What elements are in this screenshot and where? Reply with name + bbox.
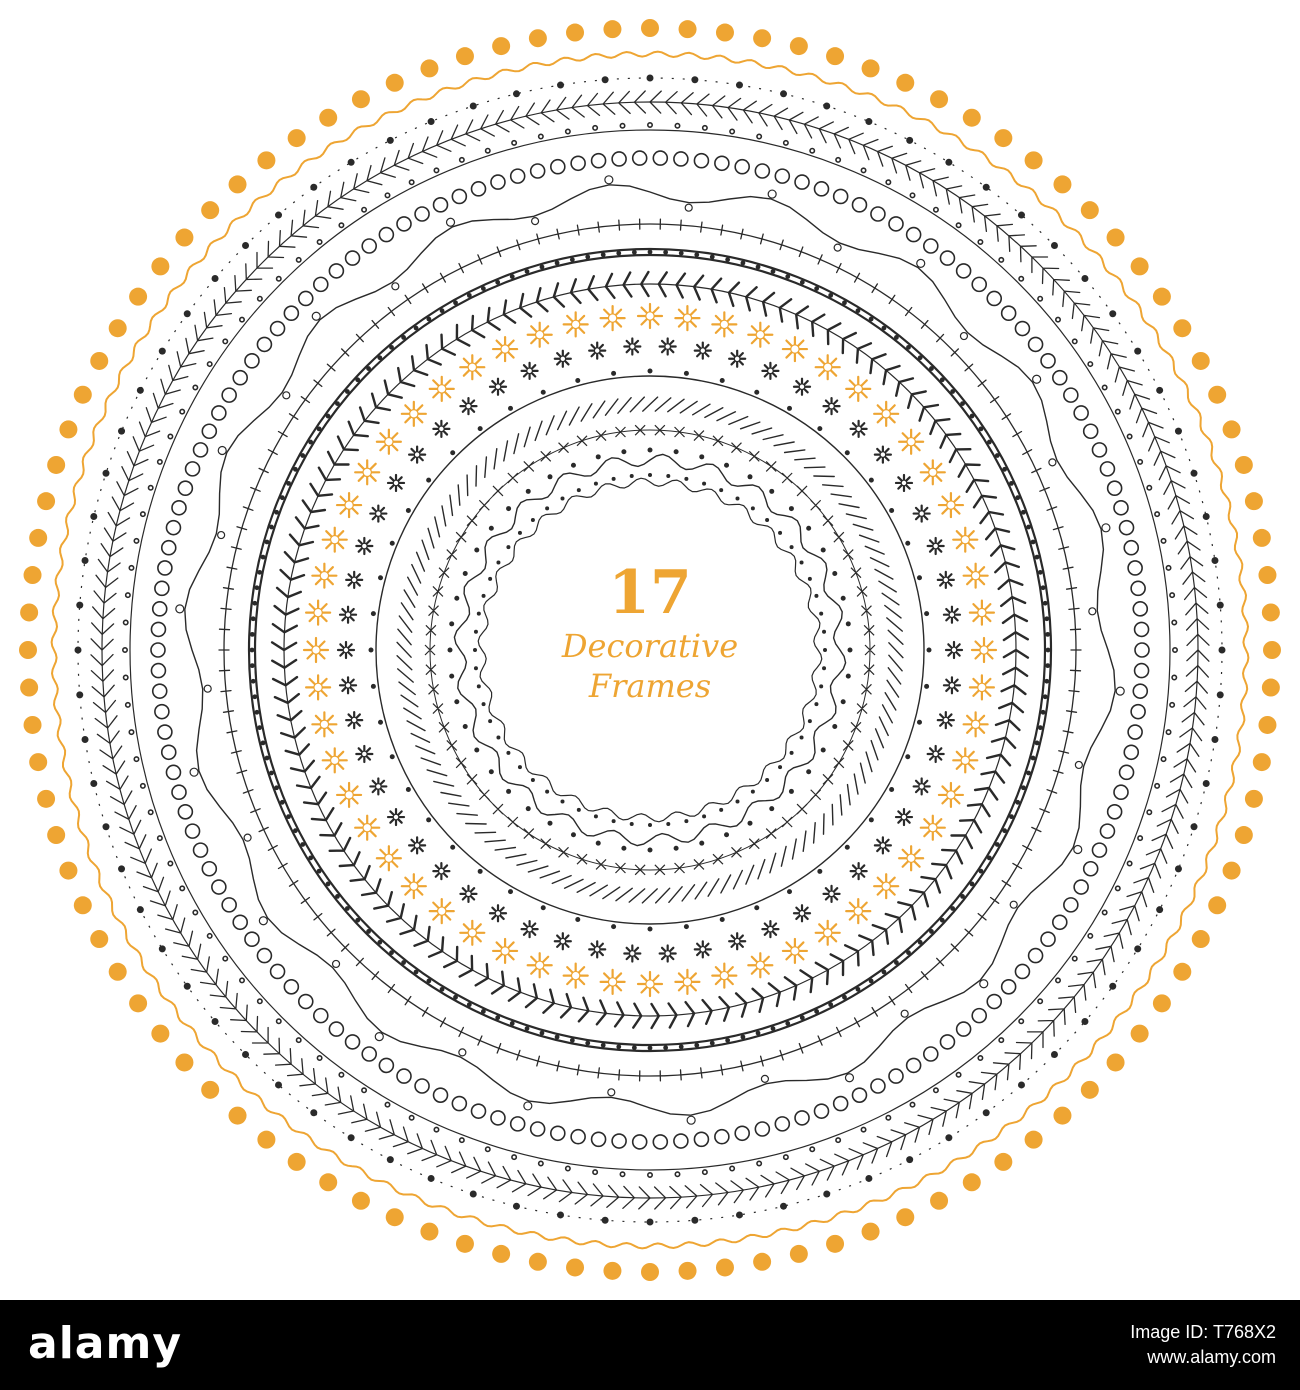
artwork-canvas: 17 Decorative Frames: [19, 19, 1281, 1281]
frame-black-dot-line: [74, 74, 1226, 1226]
frame-gold-large-dots: [19, 19, 1281, 1281]
frame-leaf-sprig-thin: [368, 368, 932, 932]
alamy-logo: alamy: [28, 1318, 182, 1369]
title-decorative: Decorative: [561, 627, 739, 665]
frame-gold-wavy-line: [50, 50, 1250, 1250]
frame-sprig-line: [122, 122, 1179, 1179]
footer-meta: Image ID: T768X2 www.alamy.com: [1130, 1320, 1276, 1370]
image-id: Image ID: T768X2: [1130, 1322, 1276, 1342]
center-title: 17 Decorative Frames: [500, 560, 800, 706]
frame-count: 17: [608, 558, 692, 628]
concentric-frames: [19, 19, 1281, 1281]
frame-herringbone-branch: [270, 270, 1030, 1030]
frame-dark-flower-ring: [336, 337, 964, 963]
title-frames: Frames: [588, 667, 712, 705]
frame-beaded-double-line: [247, 247, 1053, 1053]
frame-ring-chain: [150, 150, 1150, 1150]
frame-curl-flourish: [175, 175, 1125, 1125]
frame-dash-hatch: [396, 396, 904, 904]
frame-berry-scallop: [447, 447, 853, 853]
frame-stitch-line: [218, 218, 1082, 1082]
frame-gold-daisy-ring: [302, 302, 998, 998]
site-url: www.alamy.com: [1147, 1347, 1276, 1367]
watermark-footer: alamy Image ID: T768X2 www.alamy.com: [0, 1300, 1300, 1390]
frame-cross-stitch: [424, 424, 876, 876]
frame-leaf-garland: [90, 90, 1210, 1210]
frame-dotted-inner: [473, 473, 827, 827]
